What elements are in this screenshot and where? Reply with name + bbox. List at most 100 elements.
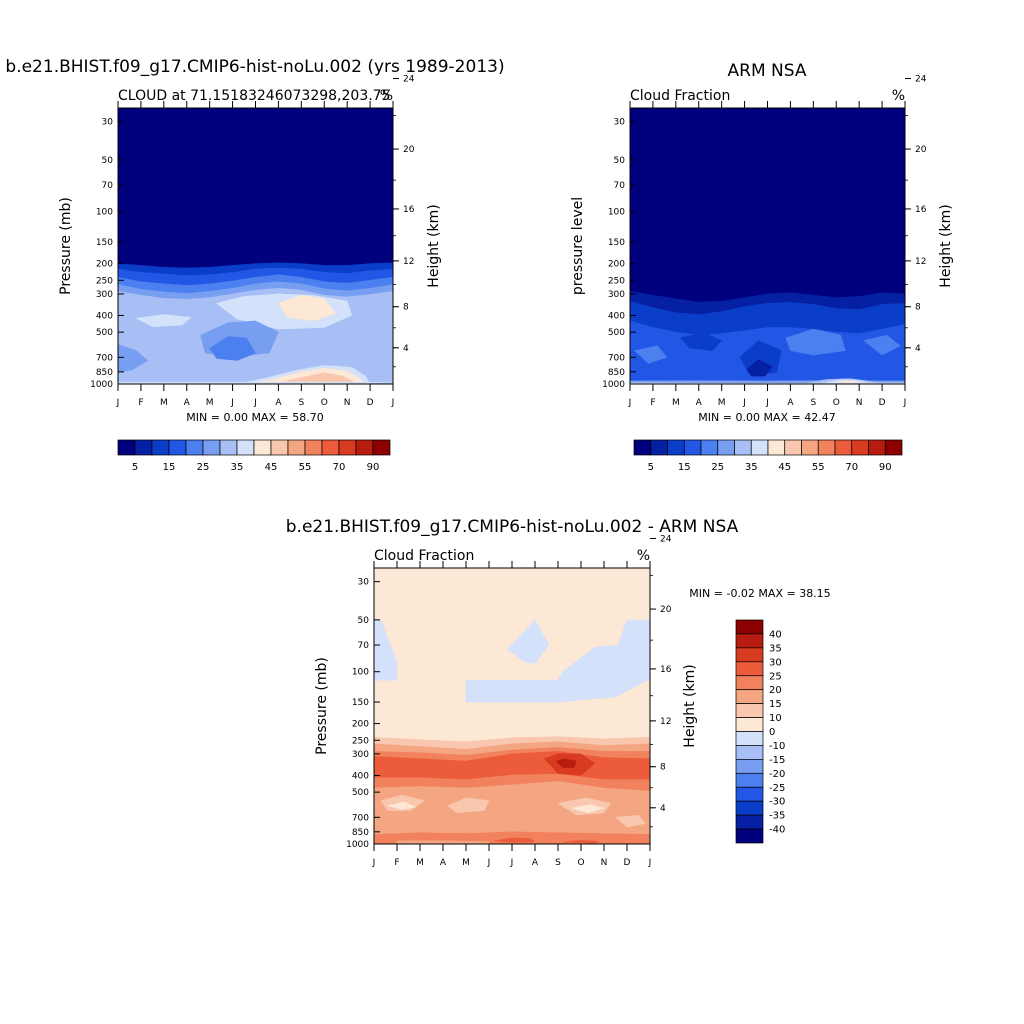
y-tick-label: 1000 [346, 840, 369, 850]
contour-region-6 [785, 328, 846, 356]
x-tick-label: M [672, 398, 680, 408]
colorbar-swatch [735, 786, 764, 802]
contour-region-2 [465, 619, 650, 703]
colorbar-swatch [851, 439, 869, 456]
subtitle-left: CLOUD at 71.15183246073298,203.75 [118, 88, 391, 104]
colorbar-label: 10 [769, 713, 782, 724]
y-tick-label: 500 [608, 328, 625, 338]
x-tick-label: A [696, 398, 703, 408]
y-tick-label: 400 [608, 311, 625, 321]
colorbar-swatch [735, 675, 764, 691]
chart-title: ARM NSA [728, 61, 807, 81]
colorbar-label: 35 [231, 462, 244, 473]
x-tick-label: J [372, 858, 376, 868]
y-axis-label: pressure level [570, 197, 586, 295]
colorbar-label: 30 [769, 657, 782, 668]
chart-title: b.e21.BHIST.f09_g17.CMIP6-hist-noLu.002 … [286, 517, 739, 537]
x-tick-label: J [903, 398, 907, 408]
x-tick-label: O [321, 398, 328, 408]
colorbar-swatch [202, 439, 221, 456]
contour-region-10 [118, 344, 149, 373]
colorbar-swatch [151, 439, 170, 456]
colorbar-label: 45 [265, 462, 278, 473]
colorbar-label: 70 [845, 462, 858, 473]
colorbar-swatch [219, 439, 238, 456]
contour-region-19 [396, 840, 490, 844]
x-tick-label: A [275, 398, 282, 408]
contour-region-6 [278, 294, 336, 322]
y-tick-label: 50 [102, 156, 114, 166]
y-tick-label: 30 [102, 118, 114, 128]
x-tick-label: J [510, 858, 514, 868]
y-axis-label-right: Height (km) [682, 664, 698, 747]
y-tick-label: 850 [96, 368, 113, 378]
y-tick-label: 200 [96, 260, 113, 270]
colorbar-label: 5 [648, 462, 654, 473]
contour-region-7 [396, 760, 428, 775]
y-tick-label-right: 16 [660, 665, 672, 675]
colorbar-swatch [735, 703, 764, 718]
y-tick-label: 850 [352, 828, 369, 838]
colorbar-swatch [801, 439, 819, 456]
colorbar-swatch [735, 619, 764, 635]
colorbar-label: 15 [769, 699, 782, 710]
y-tick-label: 700 [352, 813, 369, 823]
x-tick-label: J [648, 858, 652, 868]
y-tick-label: 300 [608, 290, 625, 300]
y-tick-label: 500 [352, 788, 369, 798]
contour-fill-group [374, 619, 650, 844]
colorbar-swatch [817, 439, 836, 456]
colorbar-swatch [372, 439, 391, 456]
y-tick-label: 30 [358, 578, 370, 588]
units-label: % [892, 88, 905, 104]
y-tick-label: 150 [352, 698, 369, 708]
x-tick-label: M [718, 398, 726, 408]
contour-region-9 [209, 336, 256, 361]
y-tick-label: 1000 [602, 380, 625, 390]
contour-region-3 [680, 331, 722, 351]
y-axis-label-right: Height (km) [426, 204, 442, 287]
y-tick-label: 100 [608, 208, 625, 218]
colorbar-label: 25 [769, 671, 782, 682]
y-tick-label: 200 [608, 260, 625, 270]
contour-region-1 [507, 619, 550, 665]
colorbar-label: 45 [778, 462, 791, 473]
x-tick-label: A [532, 858, 539, 868]
y-tick-label-right: 12 [915, 257, 926, 267]
contour-region-11 [447, 797, 490, 814]
contour-region-9 [555, 758, 577, 768]
x-tick-label: M [160, 398, 168, 408]
x-tick-label: A [787, 398, 794, 408]
contour-region-8 [863, 334, 901, 356]
y-tick-label: 200 [352, 720, 369, 730]
colorbar-label: 0 [769, 727, 775, 738]
colorbar-label: 25 [711, 462, 724, 473]
y-tick-label-right: 20 [915, 145, 927, 155]
y-tick-label: 70 [358, 641, 370, 651]
colorbar-label: 55 [812, 462, 825, 473]
colorbar-swatch [834, 439, 853, 456]
colorbar-swatch [735, 800, 764, 816]
colorbar-label: -35 [769, 811, 785, 822]
y-tick-label: 300 [352, 750, 369, 760]
colorbar-swatch [236, 439, 255, 456]
colorbar-label: 25 [197, 462, 210, 473]
colorbar-label: 5 [132, 462, 138, 473]
colorbar-swatch [700, 439, 719, 456]
colorbar-label: 15 [678, 462, 691, 473]
y-tick-label: 150 [608, 238, 625, 248]
colorbar-swatch [735, 647, 764, 663]
colorbar-swatch [735, 633, 764, 649]
contour-region-7 [634, 345, 667, 364]
colorbar-swatch [633, 439, 652, 456]
contour-region-13 [273, 372, 357, 384]
contour-region-15 [615, 814, 646, 828]
x-tick-label: O [833, 398, 840, 408]
y-tick-label-right: 24 [660, 534, 672, 544]
y-tick-label-right: 16 [915, 205, 927, 215]
contour-region-13 [387, 801, 416, 810]
colorbar-swatch [735, 689, 764, 704]
y-tick-label: 100 [96, 208, 113, 218]
units-label: % [380, 88, 393, 104]
colorbar-swatch [735, 661, 764, 677]
